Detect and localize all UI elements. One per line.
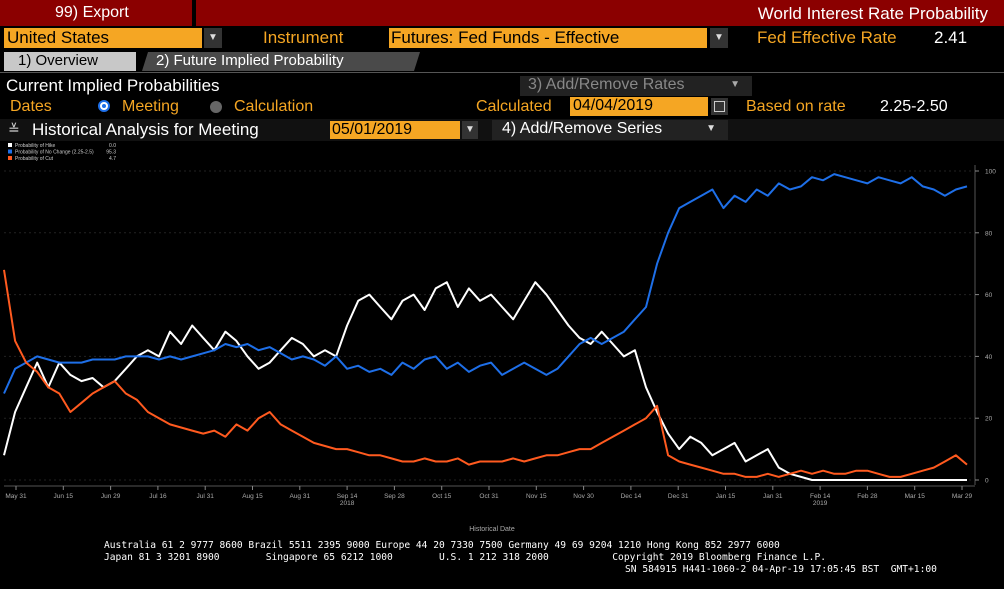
instrument-dropdown-button[interactable]: ▼ bbox=[710, 28, 728, 48]
y-tick-label: 20 bbox=[985, 416, 993, 423]
x-tick-label: Sep 14 bbox=[337, 493, 358, 500]
instrument-value: Futures: Fed Funds - Effective bbox=[391, 28, 620, 47]
y-axis: 100 80 60 40 20 0 bbox=[975, 169, 996, 485]
chart-background bbox=[0, 141, 1004, 537]
x-tick-label: Mar 15 bbox=[905, 493, 926, 500]
footer-line-2: Japan 81 3 3201 8900 Singapore 65 6212 1… bbox=[104, 552, 826, 563]
calendar-icon bbox=[714, 101, 725, 112]
chevron-down-icon: ▼ bbox=[730, 79, 740, 90]
x-tick-label: Oct 31 bbox=[479, 493, 499, 500]
x-tick-label: Jan 31 bbox=[763, 493, 783, 500]
chevron-down-icon: ▼ bbox=[706, 123, 716, 134]
collapse-icon[interactable]: ≚ bbox=[8, 121, 20, 137]
based-on-value: 2.25-2.50 bbox=[880, 98, 948, 115]
based-on-label: Based on rate bbox=[746, 98, 846, 115]
tab-future-implied-label: 2) Future Implied Probability bbox=[156, 52, 344, 69]
footer-line-1: Australia 61 2 9777 8600 Brazil 5511 239… bbox=[104, 540, 780, 551]
tab-overview-label: 1) Overview bbox=[18, 52, 99, 69]
meeting-date-dropdown[interactable]: ▼ bbox=[462, 121, 478, 139]
meeting-date-value: 05/01/2019 bbox=[332, 121, 413, 138]
chart-series bbox=[3, 173, 968, 481]
year-label: 2019 bbox=[813, 500, 828, 507]
meeting-radio[interactable] bbox=[98, 100, 110, 112]
legend-value: 4.7 bbox=[109, 156, 116, 162]
x-tick-label: Jun 15 bbox=[54, 493, 74, 500]
calendar-button[interactable] bbox=[711, 98, 728, 115]
x-tick-label: Oct 15 bbox=[432, 493, 452, 500]
fed-rate-value: 2.41 bbox=[934, 28, 968, 47]
legend-label: Probability of Hike bbox=[15, 143, 56, 149]
calculated-label: Calculated bbox=[476, 98, 552, 115]
x-tick-label: Sep 28 bbox=[384, 493, 405, 500]
x-tick-label: Jul 31 bbox=[197, 493, 215, 500]
footer-line-3: SN 584915 H441-1060-2 04-Apr-19 17:05:45… bbox=[625, 564, 937, 575]
y-tick-label: 100 bbox=[985, 169, 996, 176]
x-axis-title: Historical Date bbox=[469, 526, 515, 533]
add-remove-series-label: 4) Add/Remove Series bbox=[502, 120, 663, 137]
export-button[interactable]: 99) Export bbox=[0, 0, 192, 26]
x-tick-label: Dec 31 bbox=[668, 493, 689, 500]
export-label: 99) Export bbox=[55, 4, 129, 21]
x-tick-label: Nov 15 bbox=[526, 493, 547, 500]
x-tick-label: Aug 31 bbox=[289, 493, 310, 500]
country-value: United States bbox=[7, 28, 110, 47]
country-field[interactable]: United States bbox=[4, 28, 202, 48]
calculated-date-value: 04/04/2019 bbox=[573, 97, 654, 114]
chevron-down-icon: ▼ bbox=[714, 32, 724, 43]
fed-rate-label: Fed Effective Rate bbox=[757, 28, 897, 47]
chevron-down-icon: ▼ bbox=[465, 124, 475, 135]
legend-swatch bbox=[8, 143, 12, 147]
instrument-field[interactable]: Futures: Fed Funds - Effective bbox=[389, 28, 707, 48]
x-tick-label: Dec 14 bbox=[621, 493, 642, 500]
tab-future-implied-probability[interactable]: 2) Future Implied Probability bbox=[142, 52, 420, 71]
window-title: World Interest Rate Probability bbox=[757, 4, 988, 23]
series-line-2 bbox=[3, 173, 968, 394]
title-bar: 99) Export World Interest Rate Probabili… bbox=[0, 0, 1004, 27]
x-tick-label: Feb 14 bbox=[810, 493, 831, 500]
x-tick-label: Jan 15 bbox=[716, 493, 736, 500]
x-tick-label: May 31 bbox=[5, 493, 27, 500]
dates-label: Dates bbox=[10, 98, 52, 115]
section-title: Current Implied Probabilities bbox=[6, 76, 220, 95]
calculated-date-field[interactable]: 04/04/2019 bbox=[570, 97, 708, 116]
series-line-3 bbox=[3, 269, 968, 478]
x-tick-label: Jun 29 bbox=[101, 493, 121, 500]
y-tick-label: 80 bbox=[985, 230, 993, 237]
country-dropdown-button[interactable]: ▼ bbox=[204, 28, 222, 48]
meeting-label: Meeting bbox=[122, 98, 179, 115]
x-tick-label: Nov 30 bbox=[573, 493, 594, 500]
probability-chart: 100 80 60 40 20 0 May 31 Jun 15 Jun 29 Jul 16 Jul… bbox=[0, 141, 1004, 537]
legend-swatch bbox=[8, 156, 12, 160]
footer: Australia 61 2 9777 8600 Brazil 5511 239… bbox=[0, 537, 1004, 589]
y-tick-label: 60 bbox=[985, 292, 993, 299]
calculation-radio[interactable] bbox=[210, 101, 222, 113]
add-remove-rates-button[interactable]: 3) Add/Remove Rates ▼ bbox=[520, 76, 752, 96]
add-remove-series-button[interactable]: 4) Add/Remove Series ▼ bbox=[492, 120, 728, 140]
window-title-bar: World Interest Rate Probability bbox=[196, 0, 1004, 26]
x-tick-label: Feb 28 bbox=[857, 493, 878, 500]
calculation-label: Calculation bbox=[234, 98, 314, 115]
x-axis: May 31 Jun 15 Jun 29 Jul 16 Jul 31 Aug 15 Aug … bbox=[5, 486, 972, 507]
historical-label: Historical Analysis for Meeting bbox=[32, 120, 259, 139]
y-tick-label: 40 bbox=[985, 354, 993, 361]
y-tick-label: 0 bbox=[985, 478, 989, 485]
chart-legend: Probability of Hike 0.0 Probability of No … bbox=[8, 143, 116, 162]
x-tick-label: Aug 15 bbox=[242, 493, 263, 500]
legend-value: 95.3 bbox=[106, 150, 116, 156]
x-tick-label: Mar 29 bbox=[952, 493, 973, 500]
legend-label: Probability of No Change (2.25-2.5) bbox=[15, 150, 94, 156]
x-tick-label: Jul 16 bbox=[149, 493, 167, 500]
instrument-label: Instrument bbox=[263, 28, 344, 47]
legend-label: Probability of Cut bbox=[15, 156, 54, 162]
year-label: 2018 bbox=[340, 500, 355, 507]
add-remove-rates-label: 3) Add/Remove Rates bbox=[528, 76, 685, 93]
chevron-down-icon: ▼ bbox=[208, 32, 218, 43]
meeting-date-field[interactable]: 05/01/2019 bbox=[330, 121, 460, 139]
legend-swatch bbox=[8, 149, 12, 154]
series-line-1 bbox=[3, 281, 967, 481]
tab-overview[interactable]: 1) Overview bbox=[4, 52, 136, 71]
legend-value: 0.0 bbox=[109, 143, 116, 149]
